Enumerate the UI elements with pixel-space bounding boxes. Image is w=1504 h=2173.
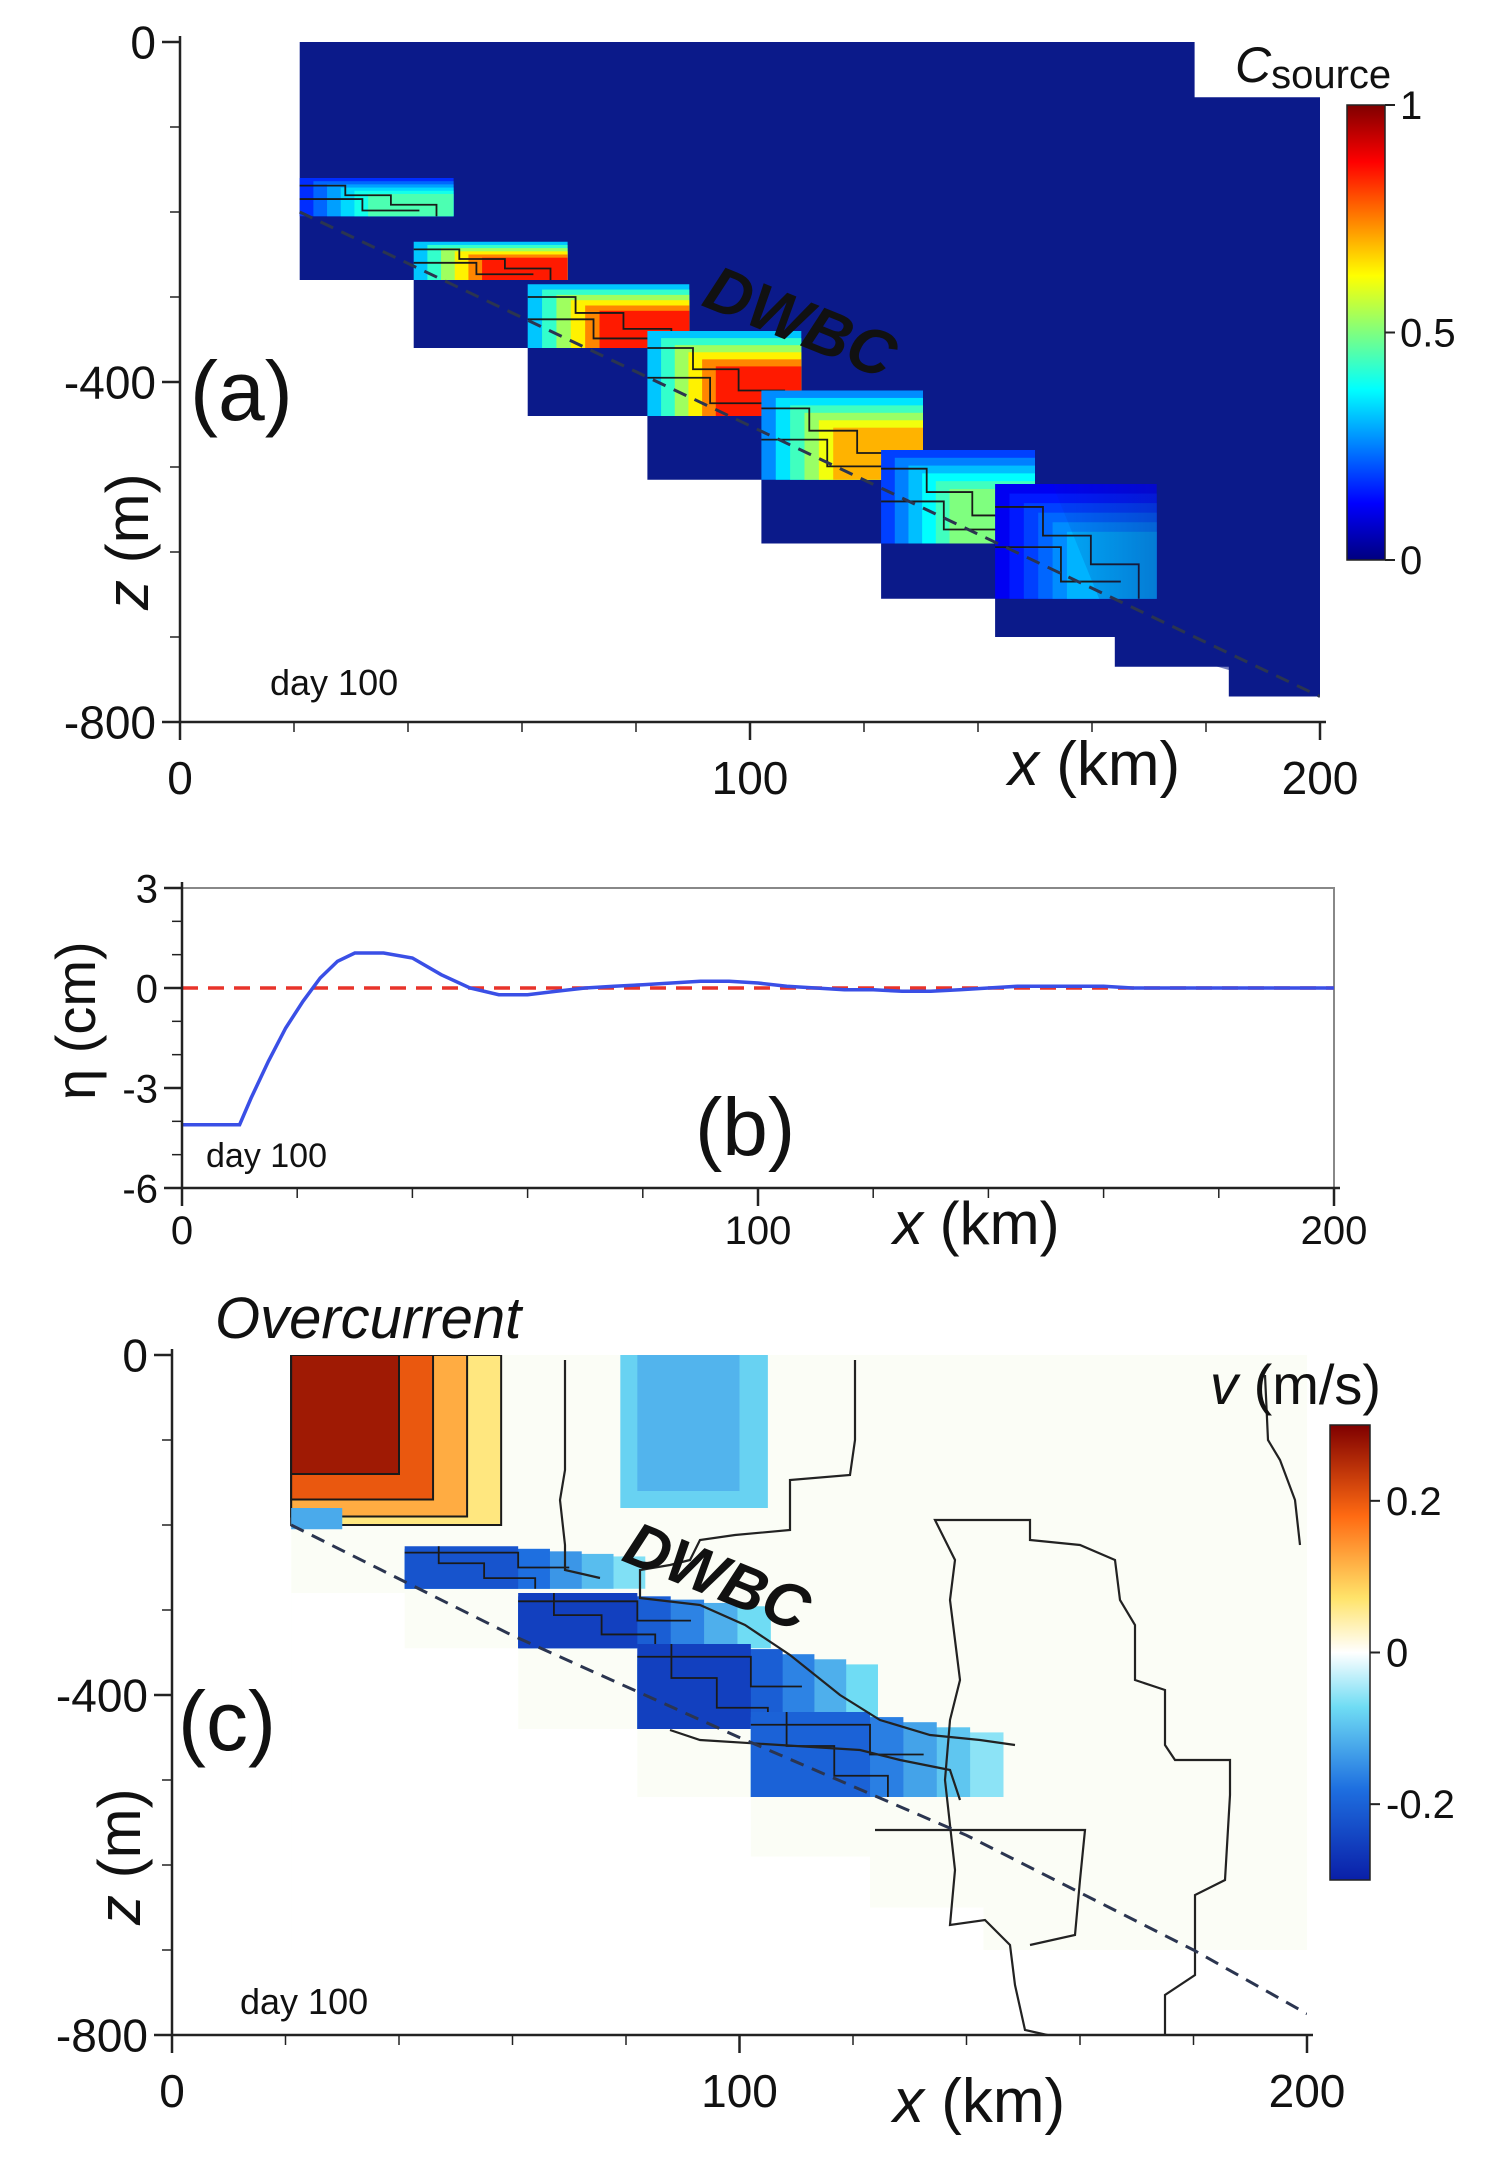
y-tick-label: -3 [122, 1067, 158, 1111]
x-tick-label: 0 [167, 752, 193, 804]
panel-a-contour-line [413, 248, 552, 280]
panel-a-colorbar [1346, 104, 1386, 561]
panel-a-contour-line [527, 296, 673, 348]
panel-c-negative-patch [291, 1508, 343, 1530]
panel-c-negative-column [637, 1355, 740, 1491]
y-tick-label: 0 [130, 17, 156, 69]
panel-a-xlabel: x (km) [1005, 730, 1180, 799]
panel-b-day-label: day 100 [206, 1137, 327, 1175]
x-tick-label: 200 [1269, 2065, 1346, 2117]
panel-b-label: (b) [695, 1082, 795, 1173]
panel-a-contour-line [299, 198, 420, 212]
panel-a-contour-line [527, 318, 654, 340]
panel-c-contour-line [670, 1644, 769, 1729]
x-tick-label: 200 [1301, 1209, 1368, 1253]
panel-c-dwbc-cell [637, 1644, 751, 1729]
panel-c-label: (c) [178, 1674, 276, 1768]
panel-b-frame [181, 887, 1335, 1189]
y-tick-label: 0 [136, 967, 158, 1011]
panel-a-label-cutout [1194, 42, 1320, 98]
panel-c-dwbc-cell [750, 1712, 871, 1797]
panel-c-seafloor-mask [291, 1529, 1307, 2035]
panel-a-contour-line [761, 438, 888, 468]
panel-c-colorbar-tick-label: 0 [1386, 1632, 1408, 1676]
panel-c-contour-line [518, 1600, 691, 1622]
panel-c-contour-line [785, 1712, 889, 1797]
y-tick-label: -800 [64, 697, 156, 749]
panel-a-fade [1035, 297, 1320, 697]
panel-c-contour-line [933, 1518, 1232, 2035]
panel-a-colorbar-title: Csource [1235, 37, 1391, 97]
panel-c-contour-line [437, 1546, 537, 1589]
y-tick-label: 0 [122, 1330, 148, 1382]
panel-a-contour-line [647, 376, 768, 405]
panel-a-contour-line [299, 184, 438, 217]
panel-a-colorbar-tick-label: 1 [1400, 84, 1422, 128]
y-tick-label: -400 [64, 357, 156, 409]
y-tick-label: -800 [56, 2010, 148, 2062]
panel-a-ylabel: z (m) [94, 473, 161, 611]
panel-b-xlabel: x (km) [890, 1190, 1060, 1257]
panel-c-ylabel: z (m) [86, 1788, 153, 1926]
panel-c-overcurrent-band [290, 1355, 400, 1475]
panel-c-contour-line [404, 1551, 570, 1569]
panel-c-xlabel: x (km) [890, 2067, 1065, 2136]
panel-c-contour-line [558, 1360, 601, 1580]
panel-c-slope-curve [290, 1523, 1307, 2016]
panel-b-ylabel: η (cm) [44, 941, 107, 1100]
x-tick-label: 100 [701, 2065, 778, 2117]
panel-c-contour-line [638, 1360, 1016, 1747]
panel-c-contour-line [637, 1655, 802, 1688]
y-tick-label: 3 [136, 867, 158, 911]
x-tick-label: 0 [159, 2065, 185, 2117]
panel-a-day-label: day 100 [270, 662, 398, 703]
panel-c: 0 100 200 0 -400 -800 day 100 (c) Overcurrent… [56, 1286, 1455, 2136]
panel-c-colorbar-title: v (m/s) [1210, 1353, 1381, 1416]
panel-a-colorbar-tick-label: 0 [1400, 539, 1422, 583]
x-tick-label: 100 [712, 752, 789, 804]
x-tick-label: 100 [725, 1209, 792, 1253]
panel-c-colorbar-tick-label: 0.2 [1386, 1480, 1442, 1524]
panel-a-colorbar-tick-label: 0.5 [1400, 312, 1456, 356]
panel-c-colorbar-tick-label: -0.2 [1386, 1783, 1455, 1827]
panel-c-contour-line [669, 1728, 962, 1801]
y-tick-label: -400 [56, 1670, 148, 1722]
panel-a-contour-line [995, 546, 1121, 583]
panel-c-dwbc-cell [518, 1593, 638, 1649]
panel-c-day-label: day 100 [240, 1981, 368, 2022]
panel-c-overcurrent-annotation: Overcurrent [215, 1286, 524, 1351]
panel-c-contour-line [553, 1593, 657, 1649]
panel-c-contour-line [875, 1828, 1087, 1947]
panel-b: 0 100 200 3 0 -3 -6 day 100 (b) x (km) η (cm) [44, 867, 1367, 1257]
x-tick-label: 200 [1282, 752, 1359, 804]
panel-c-contour-line [750, 1723, 924, 1756]
panel-a-slope-line [299, 210, 1320, 698]
panel-a-contour-line [413, 261, 534, 276]
panel-a-label: (a) [190, 344, 293, 438]
x-tick-label: 0 [171, 1209, 193, 1253]
y-tick-label: -6 [122, 1167, 158, 1211]
panel-b-eta-line [182, 951, 1334, 1127]
panel-c-contour-line [1263, 1374, 1302, 1546]
panel-c-colorbar [1329, 1424, 1371, 1881]
